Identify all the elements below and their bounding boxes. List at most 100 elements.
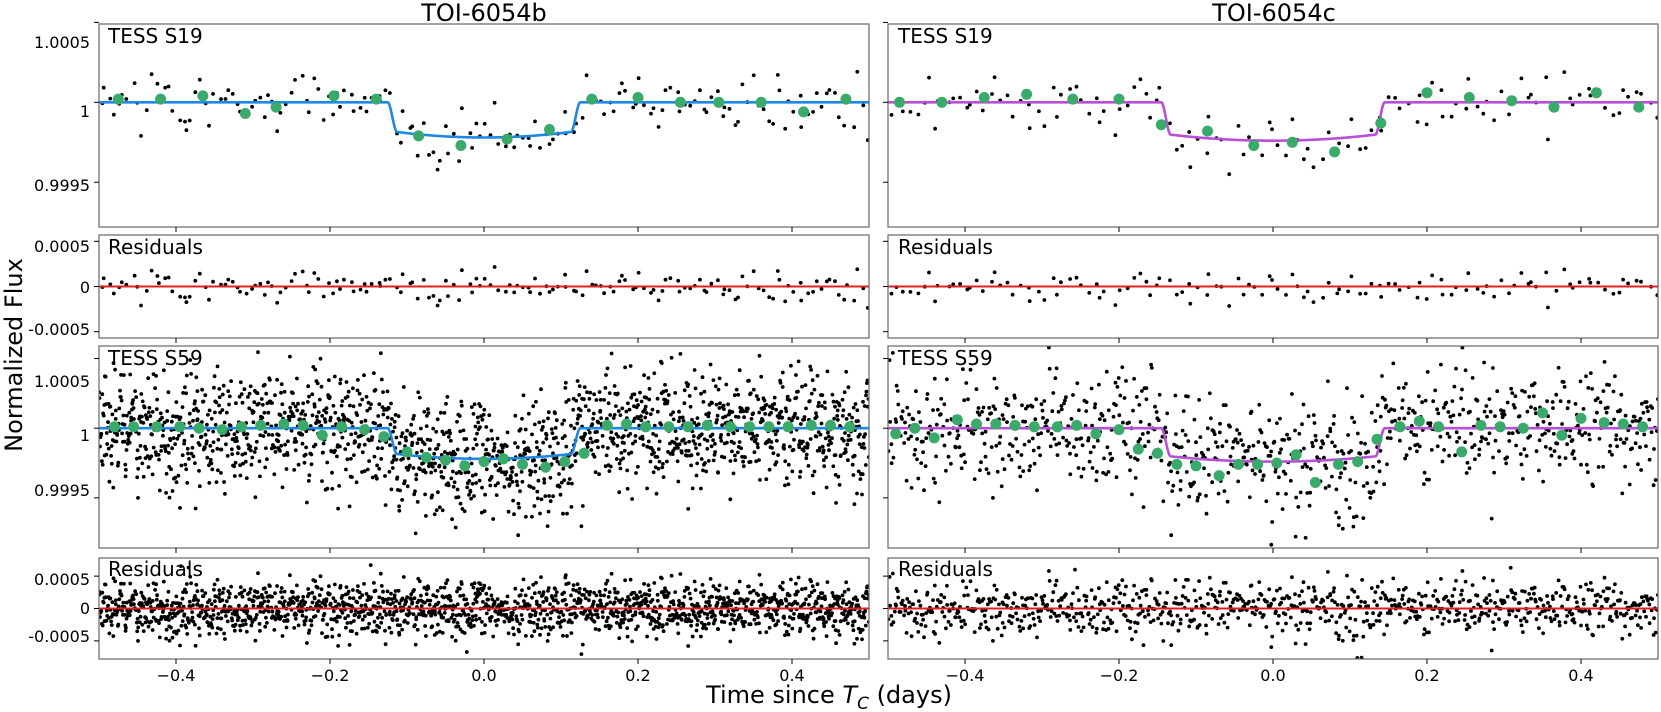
raw-data-point [411,417,415,421]
raw-data-point [1042,298,1047,302]
raw-data-point [951,282,956,287]
raw-data-point [460,507,465,511]
raw-data-point [699,486,703,491]
raw-data-point [1117,288,1122,293]
raw-data-point [1493,414,1497,418]
raw-data-point [1464,106,1469,111]
raw-data-point [1449,114,1454,119]
raw-data-point [599,601,603,606]
raw-data-point [457,414,462,418]
raw-data-point [300,269,305,274]
raw-data-point [340,435,345,440]
raw-data-point [1311,300,1316,304]
raw-data-point [927,75,931,80]
raw-data-point [726,402,730,407]
raw-data-point [426,411,431,415]
raw-data-point [1436,411,1441,416]
raw-data-point [401,385,406,389]
raw-data-point [123,462,128,467]
raw-data-point [534,440,539,444]
raw-data-point [1486,441,1491,446]
binned-data-point [478,456,490,468]
raw-data-point [1406,411,1411,415]
raw-data-point [265,621,269,625]
raw-data-point [153,588,158,592]
raw-data-point [316,277,321,281]
raw-data-point [1079,474,1084,479]
raw-data-point [618,466,623,471]
raw-data-point [476,420,481,425]
raw-data-point [1045,418,1050,423]
raw-data-point [567,618,572,622]
raw-data-point [659,361,664,365]
raw-data-point [541,600,546,604]
raw-data-point [932,376,937,381]
raw-data-point [230,452,235,456]
raw-data-point [1415,295,1420,300]
raw-data-point [782,443,786,448]
raw-data-point [587,430,592,435]
raw-data-point [717,583,722,588]
raw-data-point [548,475,553,480]
raw-data-point [1213,440,1218,445]
raw-data-point [430,464,435,469]
raw-data-point [520,416,524,421]
raw-data-point [557,615,561,620]
raw-data-point [1038,453,1042,458]
raw-data-point [433,468,438,473]
raw-data-point [109,444,114,448]
raw-data-point [1144,279,1149,284]
raw-data-point [302,460,307,465]
raw-data-point [520,588,524,593]
raw-data-point [151,445,156,450]
raw-data-point [232,464,237,469]
raw-data-point [537,448,542,453]
panel-frame [887,23,1659,228]
raw-data-point [601,615,605,619]
raw-data-point [584,73,589,78]
raw-data-point [278,413,283,418]
raw-data-point [164,627,169,632]
raw-data-point [217,588,222,593]
raw-data-point [234,595,238,599]
raw-data-point [370,435,375,440]
raw-data-point [307,394,311,399]
raw-data-point [1568,96,1573,101]
raw-data-point [242,432,247,437]
raw-data-point [357,391,362,396]
raw-data-point [253,638,258,643]
raw-data-point [843,450,848,454]
raw-data-point [645,486,649,491]
raw-data-point [107,479,112,484]
raw-data-point [1321,157,1325,162]
raw-data-point [599,416,603,420]
raw-data-point [683,613,688,618]
binned-data-point [255,419,267,431]
raw-data-point [414,472,419,477]
binned-data-point [151,421,163,433]
raw-data-point [699,609,704,614]
raw-data-point [190,610,195,614]
raw-data-point [352,619,356,623]
raw-data-point [487,452,491,457]
raw-data-point [506,509,511,514]
raw-data-point [110,412,115,417]
raw-data-point [1022,442,1027,447]
raw-data-point [903,431,908,435]
raw-data-point [780,370,785,375]
raw-data-point [327,584,331,589]
raw-data-point [751,588,756,593]
binned-data-point [1590,87,1602,99]
y-tick-label: 0.9995 [34,481,90,500]
raw-data-point [356,378,360,382]
raw-data-point [722,287,727,292]
raw-data-point [1114,475,1119,480]
raw-data-point [286,612,290,617]
raw-data-point [933,299,937,304]
raw-data-point [100,459,104,464]
raw-data-point [1290,117,1295,122]
raw-data-point [1273,469,1278,474]
raw-data-point [109,461,114,466]
raw-data-point [646,583,651,588]
raw-data-point [449,476,454,481]
